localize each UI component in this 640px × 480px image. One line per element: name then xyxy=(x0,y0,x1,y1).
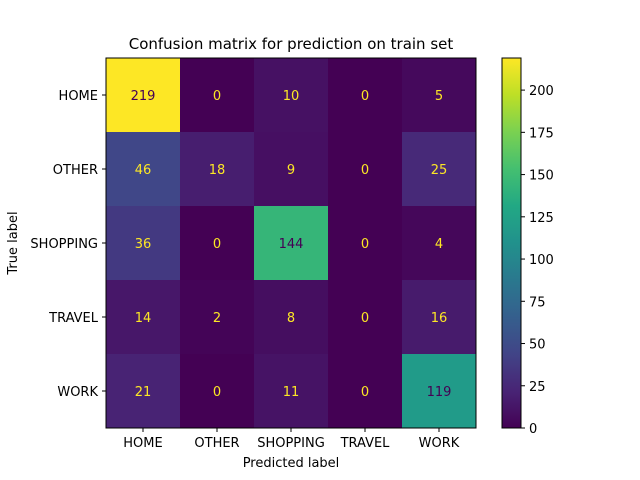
x-tick-label: TRAVEL xyxy=(340,436,391,451)
y-tick-label: OTHER xyxy=(53,163,98,178)
x-tick-label: SHOPPING xyxy=(257,436,325,451)
matrix-cell xyxy=(328,132,402,206)
colorbar xyxy=(501,57,522,429)
matrix-cell-value: 0 xyxy=(361,311,369,326)
matrix-cell xyxy=(106,206,180,280)
matrix-cell xyxy=(254,132,328,206)
matrix-cell-value: 11 xyxy=(283,385,300,400)
matrix-cell xyxy=(402,58,476,132)
matrix-cell xyxy=(402,132,476,206)
colorbar-tick-label: 25 xyxy=(529,380,546,395)
matrix-cell xyxy=(106,280,180,354)
x-tick-label: WORK xyxy=(419,436,460,451)
y-tick-label: SHOPPING xyxy=(30,237,98,252)
matrix-cell-value: 10 xyxy=(283,89,300,104)
chart-title: Confusion matrix for prediction on train… xyxy=(129,35,454,53)
colorbar-tick-label: 175 xyxy=(529,126,554,141)
matrix-cell xyxy=(254,58,328,132)
matrix-cell xyxy=(254,354,328,428)
matrix-cell-value: 0 xyxy=(213,385,221,400)
matrix-cell xyxy=(106,354,180,428)
x-axis-ticks: HOME OTHER SHOPPING TRAVEL WORK xyxy=(123,428,460,451)
matrix-cell-value: 119 xyxy=(427,385,452,400)
matrix-cell-value: 0 xyxy=(361,385,369,400)
matrix-cell-value: 4 xyxy=(435,237,443,252)
matrix-cell xyxy=(106,132,180,206)
matrix-cell-value: 144 xyxy=(279,237,304,252)
matrix-cell-value: 0 xyxy=(361,163,369,178)
colorbar-tick-label: 0 xyxy=(529,422,537,437)
matrix-cell-value: 2 xyxy=(213,311,221,326)
colorbar-tick-label: 125 xyxy=(529,211,554,226)
matrix-cell xyxy=(180,132,254,206)
matrix-cell-labels: 219 0 10 0 5 46 18 9 0 25 36 0 144 0 4 14 2 8 0 16 21 0 11 0 119 xyxy=(131,89,452,400)
colorbar-tick-label: 50 xyxy=(529,338,546,353)
colorbar-ticks: 0 25 50 75 100 125 150 175 200 xyxy=(521,84,554,437)
y-axis-ticks: HOME OTHER SHOPPING TRAVEL WORK xyxy=(30,89,106,400)
matrix-cell-value: 9 xyxy=(287,163,295,178)
colorbar-tick-label: 200 xyxy=(529,84,554,99)
matrix-cell-value: 25 xyxy=(431,163,448,178)
matrix-cell xyxy=(402,280,476,354)
matrix-cells xyxy=(106,58,476,428)
matrix-cell xyxy=(254,280,328,354)
x-axis-label: Predicted label xyxy=(243,456,340,471)
x-tick-label: HOME xyxy=(123,436,162,451)
matrix-cell xyxy=(180,354,254,428)
matrix-cell xyxy=(328,206,402,280)
matrix-cell-value: 5 xyxy=(435,89,443,104)
y-tick-label: HOME xyxy=(59,89,98,104)
matrix-cell xyxy=(254,206,328,280)
colorbar-tick-label: 150 xyxy=(529,169,554,184)
matrix-cell-value: 36 xyxy=(135,237,152,252)
y-axis-label: True label xyxy=(6,211,21,275)
matrix-cell-value: 46 xyxy=(135,163,152,178)
matrix-cell-value: 18 xyxy=(209,163,226,178)
y-tick-label: WORK xyxy=(57,385,98,400)
matrix-cell xyxy=(106,58,180,132)
matrix-cell xyxy=(328,280,402,354)
matrix-cell-value: 0 xyxy=(361,89,369,104)
matrix-cell xyxy=(328,354,402,428)
matrix-cell-value: 0 xyxy=(361,237,369,252)
y-tick-label: TRAVEL xyxy=(48,311,99,326)
x-tick-label: OTHER xyxy=(194,436,239,451)
matrix-cell-value: 0 xyxy=(213,89,221,104)
colorbar-tick-label: 75 xyxy=(529,295,546,310)
colorbar-tick-label: 100 xyxy=(529,253,554,268)
matrix-cell xyxy=(402,206,476,280)
matrix-cell-value: 219 xyxy=(131,89,156,104)
matrix-cell-value: 14 xyxy=(135,311,152,326)
matrix-cell xyxy=(180,206,254,280)
matrix-cell-value: 0 xyxy=(213,237,221,252)
matrix-cell xyxy=(328,58,402,132)
matrix-cell xyxy=(402,354,476,428)
matrix-cell-value: 21 xyxy=(135,385,152,400)
matrix-cell xyxy=(180,280,254,354)
matrix-cell-value: 8 xyxy=(287,311,295,326)
matrix-cell-value: 16 xyxy=(431,311,448,326)
matrix-cell xyxy=(180,58,254,132)
